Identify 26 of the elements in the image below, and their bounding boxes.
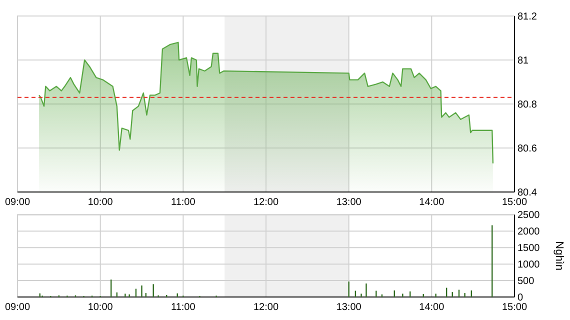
x-tick-label: 13:00 [336, 302, 362, 313]
x-tick-label: 12:00 [253, 197, 279, 208]
y-tick-label: 80.6 [518, 144, 538, 154]
y-axis-title: Nghìn [553, 241, 565, 271]
y-tick-label: 2000 [518, 226, 540, 238]
x-tick-label: 13:00 [336, 197, 362, 208]
x-tick-label: 10:00 [88, 302, 114, 313]
y-tick-label: 81.2 [518, 12, 538, 22]
x-tick-label: 11:00 [171, 197, 196, 208]
x-tick-label: 09:00 [4, 302, 30, 313]
y-tick-label: 0 [518, 292, 524, 304]
y-tick-label: 500 [518, 276, 535, 288]
x-tick-label: 15:00 [502, 302, 528, 313]
x-tick-label: 14:00 [419, 197, 445, 208]
y-tick-label: 81 [518, 56, 530, 66]
y-tick-label: 80.4 [518, 188, 538, 198]
y-tick-label: 2500 [518, 210, 540, 222]
x-tick-label: 09:00 [4, 197, 30, 208]
x-tick-label: 14:00 [419, 302, 445, 313]
x-tick-label: 15:00 [502, 197, 528, 208]
y-tick-label: 1500 [518, 243, 540, 254]
x-tick-label: 10:00 [88, 197, 114, 208]
y-tick-label: 1000 [518, 260, 540, 271]
y-tick-label: 80.8 [518, 100, 538, 110]
x-tick-label: 11:00 [171, 302, 196, 313]
x-tick-label: 12:00 [253, 302, 279, 313]
